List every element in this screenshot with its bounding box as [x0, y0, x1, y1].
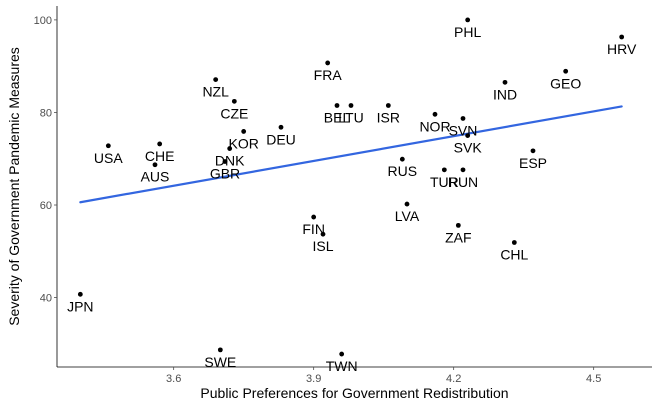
data-point-geo — [563, 68, 569, 74]
point-label-aus: AUS — [141, 169, 170, 185]
data-point-run — [460, 167, 466, 173]
data-point-isl — [320, 231, 326, 237]
point-label-nzl: NZL — [202, 84, 229, 100]
point-label-twn: TWN — [326, 358, 358, 374]
data-point-cze — [231, 98, 237, 104]
data-point-dnk — [227, 146, 233, 151]
data-point-jpn — [77, 291, 83, 297]
point-label-chl: CHL — [500, 247, 528, 263]
point-label-esp: ESP — [519, 155, 547, 171]
point-label-run: RUN — [448, 174, 478, 190]
x-tick-label: 4.5 — [586, 373, 601, 385]
trend-layer — [79, 105, 623, 204]
data-point-rus — [399, 156, 405, 162]
point-label-svn: SVN — [449, 122, 478, 138]
y-tick-label: 60 — [40, 200, 52, 212]
point-label-usa: USA — [94, 150, 123, 166]
point-label-dnk: DNK — [215, 153, 245, 169]
data-point-zaf — [455, 222, 461, 228]
data-point-chl — [511, 240, 517, 245]
data-point-svk — [465, 133, 471, 138]
data-point-bel — [334, 103, 340, 108]
point-label-cze: CZE — [220, 105, 248, 121]
point-label-bel: BEL — [324, 110, 351, 126]
point-label-geo: GEO — [550, 75, 581, 91]
data-point-kor — [241, 129, 247, 134]
point-label-hrv: HRV — [607, 41, 637, 57]
point-label-isr: ISR — [377, 110, 400, 126]
point-label-tur: TUR — [430, 174, 459, 190]
data-point-fin — [311, 214, 317, 220]
data-point-che — [157, 141, 163, 147]
data-point-esp — [530, 148, 536, 154]
point-label-fin: FIN — [302, 221, 325, 237]
point-label-isl: ISL — [312, 238, 333, 254]
data-point-tur — [441, 167, 447, 173]
data-point-hrv — [619, 34, 625, 40]
data-point-svn — [460, 116, 466, 121]
y-axis-title: Severity of Government Pandemic Measures — [6, 47, 22, 326]
point-label-kor: KOR — [228, 135, 258, 151]
point-label-ind: IND — [493, 86, 517, 102]
data-point-swe — [217, 347, 223, 353]
x-tick-label: 3.6 — [166, 373, 181, 385]
data-point-gbr — [222, 159, 228, 164]
trend-line — [79, 105, 623, 204]
point-label-lva: LVA — [395, 208, 420, 224]
data-point-usa — [105, 143, 111, 149]
ticks-layer: 3.6 3.9 4.2 4.5 40 60 80 100 — [34, 15, 602, 385]
point-label-rus: RUS — [388, 163, 418, 179]
data-point-ltu — [348, 103, 354, 108]
data-point-deu — [278, 124, 284, 130]
axes-layer — [56, 6, 652, 368]
point-label-gbr: GBR — [210, 166, 240, 182]
point-label-swe: SWE — [204, 354, 236, 370]
data-point-nzl — [213, 77, 219, 82]
y-tick-label: 40 — [40, 293, 52, 305]
point-label-svk: SVK — [454, 140, 483, 156]
point-label-zaf: ZAF — [445, 229, 471, 245]
data-point-lva — [404, 201, 410, 207]
x-tick-label: 4.2 — [446, 373, 461, 385]
point-label-jpn: JPN — [67, 298, 93, 314]
data-point-isr — [385, 103, 391, 108]
point-label-ltu: LTU — [338, 110, 363, 126]
data-point-nor — [432, 111, 438, 117]
y-tick-label: 80 — [40, 107, 52, 119]
point-label-che: CHE — [145, 148, 175, 164]
data-point-ind — [502, 79, 508, 85]
point-label-nor: NOR — [419, 118, 450, 134]
y-tick-label: 100 — [34, 15, 52, 27]
points-layer — [77, 17, 625, 357]
point-label-deu: DEU — [266, 131, 296, 147]
data-point-aus — [152, 162, 158, 168]
x-axis-title: Public Preferences for Government Redist… — [200, 385, 508, 401]
data-point-fra — [325, 60, 331, 66]
x-tick-label: 3.9 — [306, 373, 321, 385]
data-point-phl — [465, 17, 471, 23]
point-label-phl: PHL — [454, 24, 481, 40]
data-point-twn — [339, 351, 345, 357]
point-label-fra: FRA — [314, 67, 343, 83]
